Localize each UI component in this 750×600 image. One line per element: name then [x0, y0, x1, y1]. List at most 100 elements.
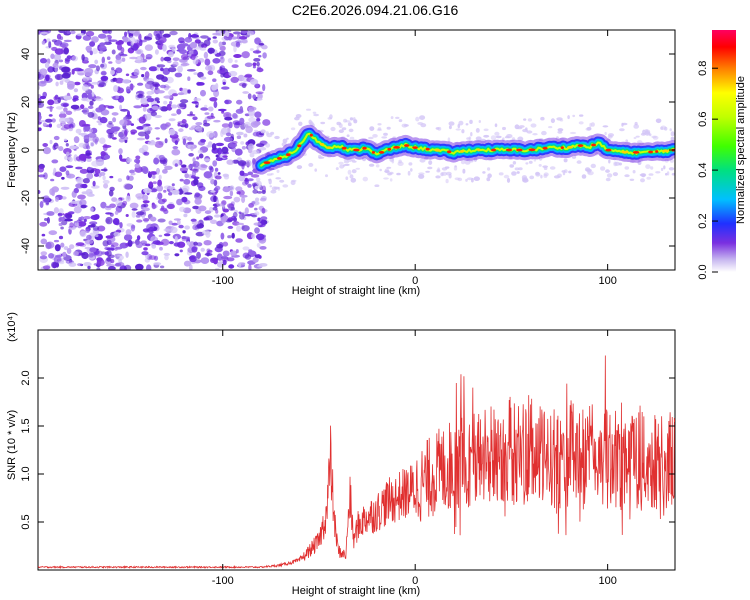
noise-speckle — [85, 228, 90, 233]
noise-speckle — [216, 253, 223, 261]
noise-speckle — [53, 53, 62, 61]
noise-speckle — [75, 156, 81, 161]
noise-speckle — [102, 175, 106, 181]
ridge-halo-speckle — [561, 170, 566, 173]
noise-speckle — [168, 118, 176, 122]
noise-speckle — [142, 218, 150, 222]
noise-speckle — [114, 246, 123, 250]
noise-speckle — [144, 44, 153, 51]
noise-speckle — [38, 127, 42, 132]
noise-speckle — [91, 185, 100, 189]
noise-speckle — [164, 255, 169, 261]
noise-speckle — [135, 55, 144, 64]
noise-speckle — [108, 39, 118, 42]
spectrogram-y-axis-label: Frequency (Hz) — [6, 112, 18, 188]
noise-speckle — [100, 201, 107, 209]
noise-speckle — [162, 44, 167, 52]
noise-speckle — [214, 204, 218, 208]
noise-speckle — [102, 179, 110, 184]
noise-speckle — [115, 95, 120, 100]
ridge-halo-speckle — [269, 185, 273, 188]
noise-speckle — [51, 118, 56, 123]
noise-speckle — [137, 131, 147, 137]
noise-speckle — [115, 67, 123, 74]
ridge-halo-speckle — [509, 164, 514, 168]
noise-speckle — [45, 74, 50, 82]
noise-speckle — [225, 132, 232, 137]
noise-speckle — [60, 111, 66, 114]
ridge-halo-speckle — [612, 172, 619, 177]
noise-speckle-layer — [38, 30, 675, 270]
noise-speckle — [140, 204, 144, 210]
noise-speckle — [49, 139, 53, 145]
ridge-hotspot — [542, 146, 548, 150]
noise-speckle — [81, 84, 90, 92]
ridge-halo-speckle — [338, 123, 343, 129]
ridge-halo-speckle — [614, 161, 620, 166]
noise-speckle — [209, 166, 214, 173]
ridge-halo-speckle — [375, 164, 380, 168]
noise-speckle — [41, 233, 46, 237]
ridge-halo-speckle — [525, 162, 529, 165]
noise-speckle — [69, 145, 77, 150]
ridge-halo-speckle — [407, 170, 411, 176]
ridge-halo-speckle — [425, 170, 430, 173]
noise-speckle — [191, 221, 201, 225]
noise-speckle — [77, 263, 83, 267]
noise-speckle — [251, 214, 258, 218]
noise-speckle — [249, 113, 255, 118]
noise-speckle — [248, 203, 255, 208]
noise-speckle — [226, 257, 235, 262]
noise-speckle — [239, 194, 248, 198]
noise-speckle — [179, 49, 187, 55]
noise-speckle — [81, 183, 88, 189]
noise-speckle — [125, 86, 131, 93]
ridge-halo-speckle — [655, 118, 662, 124]
ridge-halo-speckle — [308, 119, 312, 125]
ridge-halo-speckle — [571, 155, 577, 159]
noise-speckle — [204, 210, 212, 215]
ridge-halo-speckle — [377, 123, 382, 126]
noise-speckle — [157, 192, 163, 200]
noise-speckle — [79, 199, 87, 207]
noise-speckle — [41, 40, 46, 45]
noise-speckle — [54, 244, 61, 252]
noise-speckle — [176, 219, 181, 226]
noise-speckle — [249, 48, 254, 51]
ridge-halo-speckle — [395, 116, 400, 119]
noise-speckle — [251, 233, 256, 240]
ridge-halo-speckle — [398, 159, 402, 164]
noise-speckle — [100, 63, 105, 68]
noise-speckle — [230, 76, 239, 83]
noise-speckle — [154, 49, 159, 55]
noise-speckle — [184, 36, 193, 43]
noise-speckle — [129, 56, 138, 60]
noise-speckle — [222, 259, 227, 266]
noise-speckle — [213, 100, 218, 109]
noise-speckle — [147, 140, 157, 146]
noise-speckle — [63, 47, 69, 55]
noise-speckle — [55, 145, 60, 149]
noise-speckle — [115, 41, 122, 45]
noise-speckle — [98, 33, 107, 39]
spectrogram-x-axis-label: Height of straight line (km) — [292, 285, 420, 297]
noise-speckle — [77, 177, 82, 184]
noise-speckle — [85, 152, 92, 156]
noise-speckle — [220, 53, 224, 60]
noise-speckle — [235, 249, 239, 254]
noise-speckle — [218, 41, 223, 48]
noise-speckle — [130, 224, 136, 232]
noise-speckle — [86, 145, 91, 150]
noise-speckle — [228, 35, 232, 41]
ridge-halo-speckle — [290, 127, 296, 131]
ridge-halo-speckle — [465, 178, 468, 182]
noise-speckle — [210, 190, 216, 193]
snr-y-axis-label: SNR (10 * v/v) — [6, 410, 18, 480]
ridge-halo-speckle — [279, 179, 285, 183]
noise-speckle — [87, 265, 91, 270]
noise-speckle — [178, 224, 184, 229]
noise-speckle — [96, 267, 101, 270]
noise-speckle — [214, 185, 221, 191]
noise-speckle — [182, 138, 187, 146]
ridge-halo-speckle — [532, 133, 538, 136]
